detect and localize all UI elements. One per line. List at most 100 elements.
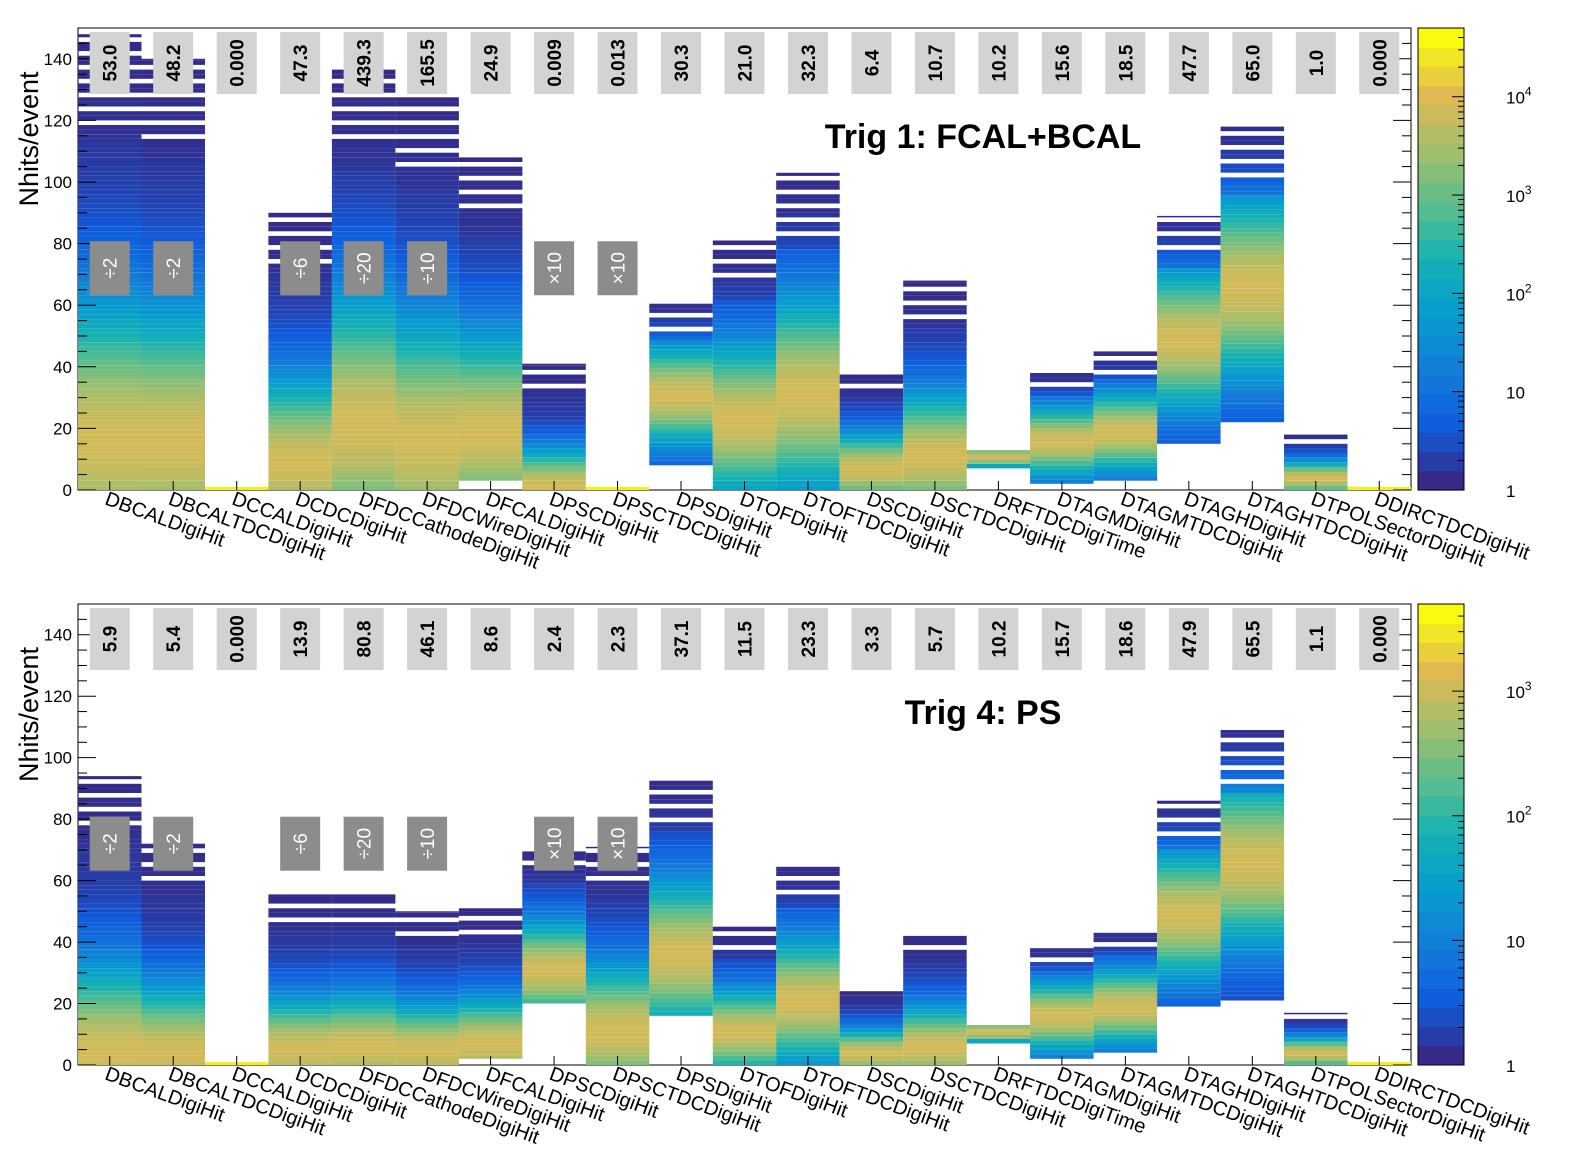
heatmap-cell bbox=[1284, 1051, 1348, 1056]
heatmap-cell bbox=[268, 425, 332, 430]
heatmap-cell bbox=[1093, 974, 1158, 979]
heatmap-cell bbox=[141, 346, 205, 352]
heatmap-cell bbox=[395, 296, 459, 301]
heatmap-cell bbox=[268, 968, 332, 973]
heatmap-cell bbox=[1220, 195, 1285, 201]
heatmap-cell bbox=[585, 1018, 650, 1024]
colorbar-band bbox=[1418, 85, 1464, 106]
colorbar-tick-label: 102 bbox=[1506, 281, 1532, 304]
mean-label-box: 0.000 bbox=[216, 608, 257, 670]
heatmap-cell bbox=[903, 282, 967, 287]
heatmap-cell bbox=[78, 217, 142, 222]
heatmap-cell bbox=[585, 1023, 650, 1029]
heatmap-cell bbox=[903, 379, 967, 384]
heatmap-cell bbox=[839, 397, 904, 403]
mean-label-box: 47.9 bbox=[1168, 608, 1209, 670]
mean-label-box: 48.2 bbox=[153, 32, 194, 94]
heatmap-cell bbox=[458, 439, 523, 444]
mean-label-background bbox=[89, 32, 130, 94]
heatmap-cell bbox=[649, 780, 713, 786]
heatmap-cell bbox=[331, 157, 396, 162]
heatmap-cell bbox=[268, 448, 332, 453]
heatmap-cell bbox=[331, 1023, 396, 1029]
heatmap-cell bbox=[585, 1009, 650, 1015]
scale-factor-box: ×10 bbox=[597, 816, 638, 871]
heatmap-cell bbox=[331, 300, 396, 306]
heatmap-cell bbox=[458, 323, 523, 329]
heatmap-cell bbox=[1220, 995, 1285, 1001]
heatmap-cell bbox=[1157, 360, 1221, 366]
heatmap-cell bbox=[1220, 408, 1285, 413]
heatmap-cell bbox=[1093, 439, 1158, 444]
colorbar-band bbox=[1418, 834, 1464, 855]
heatmap-cell bbox=[331, 982, 396, 987]
heatmap-cell bbox=[1093, 1034, 1158, 1039]
heatmap-cell bbox=[649, 808, 713, 813]
heatmap-cell bbox=[649, 400, 713, 406]
heatmap-cell bbox=[458, 1045, 523, 1050]
heatmap-cell bbox=[903, 1000, 967, 1006]
heatmap-cell bbox=[1220, 403, 1285, 409]
heatmap-cell bbox=[776, 963, 840, 969]
heatmap-cell bbox=[395, 1018, 459, 1024]
heatmap-column-DFCALDigiHit bbox=[458, 157, 523, 481]
heatmap-cell bbox=[649, 946, 713, 952]
heatmap-cell bbox=[776, 903, 840, 909]
heatmap-cell bbox=[458, 346, 523, 352]
heatmap-cell bbox=[1284, 457, 1348, 463]
heatmap-cell bbox=[712, 365, 777, 370]
heatmap-cell bbox=[1220, 163, 1285, 169]
heatmap-cell bbox=[585, 1042, 650, 1047]
heatmap-cell bbox=[712, 476, 777, 481]
heatmap-cell bbox=[78, 899, 142, 904]
heatmap-cell bbox=[1220, 297, 1285, 303]
heatmap-cell bbox=[458, 226, 523, 232]
heatmap-cell bbox=[776, 462, 840, 467]
heatmap-cell bbox=[78, 448, 142, 453]
heatmap-cell bbox=[712, 1018, 777, 1024]
heatmap-cell bbox=[776, 226, 840, 232]
heatmap-cell bbox=[712, 328, 777, 333]
colorbar-tick-label: 104 bbox=[1506, 85, 1532, 108]
heatmap-cell bbox=[395, 425, 459, 430]
mean-label: 2.3 bbox=[609, 626, 630, 652]
heatmap-cell bbox=[776, 365, 840, 370]
heatmap-cell bbox=[395, 115, 459, 121]
heatmap-cell bbox=[776, 212, 840, 218]
heatmap-cell bbox=[776, 235, 840, 241]
heatmap-column-DTAGHTDCDigiHit bbox=[1220, 126, 1285, 423]
mean-label: 15.6 bbox=[1053, 45, 1074, 82]
heatmap-cell bbox=[395, 420, 459, 426]
colorbar-band bbox=[1418, 930, 1464, 951]
mean-label: 3.3 bbox=[862, 626, 883, 652]
heatmap-cell bbox=[903, 991, 967, 996]
mean-label-background bbox=[724, 608, 765, 670]
heatmap-cell bbox=[141, 991, 205, 996]
heatmap-cell bbox=[649, 437, 713, 443]
heatmap-cell bbox=[1030, 1017, 1094, 1022]
heatmap-cell bbox=[331, 208, 396, 213]
heatmap-cell bbox=[331, 1000, 396, 1006]
heatmap-cell bbox=[1030, 1008, 1094, 1013]
heatmap-cell bbox=[585, 954, 650, 959]
heatmap-cell bbox=[903, 402, 967, 407]
heatmap-cell bbox=[522, 962, 586, 967]
heatmap-cell bbox=[966, 463, 1031, 469]
heatmap-cell bbox=[1220, 876, 1285, 881]
heatmap-cell bbox=[1220, 733, 1285, 738]
heatmap-cell bbox=[649, 891, 713, 896]
heatmap-cell bbox=[331, 931, 396, 936]
heatmap-cell bbox=[1093, 1038, 1158, 1044]
heatmap-cell bbox=[776, 935, 840, 941]
heatmap-cell bbox=[268, 1032, 332, 1038]
mean-label-box: 0.000 bbox=[216, 32, 257, 94]
colorbar-band bbox=[1418, 1026, 1464, 1047]
heatmap-cell bbox=[776, 466, 840, 472]
heatmap-cell bbox=[776, 383, 840, 389]
mean-label: 15.7 bbox=[1053, 621, 1074, 658]
heatmap-cell bbox=[268, 314, 332, 319]
heatmap-cell bbox=[1157, 951, 1221, 956]
heatmap-cell bbox=[1220, 852, 1285, 858]
heatmap-cell bbox=[776, 1046, 840, 1052]
heatmap-cell bbox=[1284, 1012, 1348, 1015]
